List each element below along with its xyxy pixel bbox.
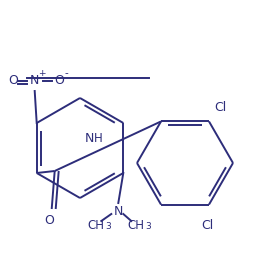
Text: N: N: [114, 205, 123, 217]
Text: O: O: [8, 75, 18, 87]
Text: -: -: [65, 68, 69, 78]
Text: Cl: Cl: [214, 101, 226, 114]
Text: N: N: [30, 75, 39, 87]
Text: 3: 3: [146, 222, 151, 231]
Text: N: N: [85, 132, 94, 145]
Text: H: H: [93, 132, 102, 145]
Text: O: O: [54, 75, 64, 87]
Text: 3: 3: [105, 222, 111, 231]
Text: CH: CH: [88, 218, 105, 232]
Text: CH: CH: [128, 218, 145, 232]
Text: +: +: [38, 69, 45, 78]
Text: Cl: Cl: [201, 218, 213, 232]
Text: O: O: [44, 215, 54, 227]
